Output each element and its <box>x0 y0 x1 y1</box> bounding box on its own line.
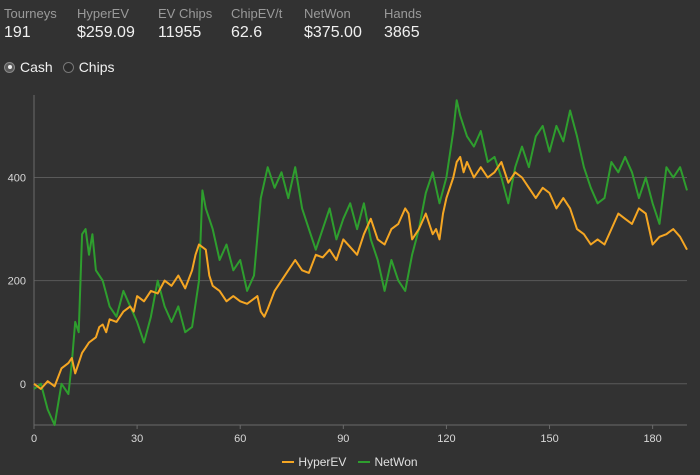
x-tick-label: 0 <box>31 433 37 445</box>
x-tick-label: 30 <box>131 433 143 445</box>
stat-label: NetWon <box>304 6 351 21</box>
y-tick-label: 400 <box>8 173 26 185</box>
stat-label: Hands <box>384 6 422 21</box>
stat-label: Tourneys <box>4 6 57 21</box>
radio-cash[interactable]: Cash <box>4 59 53 75</box>
x-tick-label: 120 <box>437 433 455 445</box>
x-tick-label: 150 <box>540 433 558 445</box>
stat-tourneys: Tourneys 191 <box>4 6 77 43</box>
chart-legend: HyperEV NetWon <box>0 455 700 469</box>
legend-swatch-hyperev <box>282 461 295 463</box>
radio-chips[interactable]: Chips <box>62 59 115 75</box>
legend-item-hyperev[interactable]: HyperEV <box>282 455 346 469</box>
series-line-hyperev <box>33 155 688 390</box>
series-line-netwon <box>33 99 688 426</box>
stat-hands: Hands 3865 <box>384 6 444 43</box>
stat-value: 191 <box>4 24 31 41</box>
x-tick-label: 90 <box>337 433 349 445</box>
stat-label: EV Chips <box>158 6 213 21</box>
x-tick-label: 60 <box>234 433 246 445</box>
stat-value: 11955 <box>158 24 202 41</box>
stat-value: $259.09 <box>77 24 135 41</box>
y-tick-label: 200 <box>8 276 26 288</box>
stat-label: HyperEV <box>77 6 130 21</box>
stat-hyperev: HyperEV $259.09 <box>77 6 158 43</box>
x-tick-label: 180 <box>643 433 661 445</box>
stat-value: 3865 <box>384 24 420 41</box>
stat-label: ChipEV/t <box>231 6 283 21</box>
radio-selected-icon <box>4 61 15 73</box>
stat-chipev-per-t: ChipEV/t 62.6 <box>231 6 304 43</box>
radio-cash-label: Cash <box>20 59 53 75</box>
stat-value: $375.00 <box>304 24 362 41</box>
legend-label-hyperev: HyperEV <box>298 455 347 469</box>
stat-value: 62.6 <box>231 24 263 41</box>
y-tick-label: 0 <box>20 379 26 391</box>
radio-chips-label: Chips <box>78 59 115 75</box>
legend-swatch-netwon <box>358 461 371 463</box>
stat-ev-chips: EV Chips 11955 <box>158 6 231 43</box>
radio-unselected-icon <box>62 61 74 73</box>
currency-toggle: Cash Chips <box>4 59 124 75</box>
legend-item-netwon[interactable]: NetWon <box>358 455 418 469</box>
legend-label-netwon: NetWon <box>374 455 418 469</box>
stat-netwon: NetWon $375.00 <box>304 6 384 43</box>
stats-bar: Tourneys 191 HyperEV $259.09 EV Chips 11… <box>4 6 444 43</box>
